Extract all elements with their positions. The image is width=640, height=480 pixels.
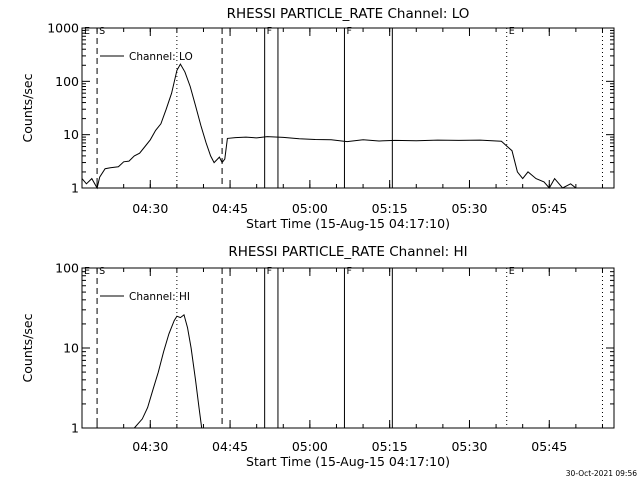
event-marker-label: E [84,26,90,37]
event-marker-label: F [346,26,351,37]
x-tick-label: 04:30 [132,439,168,454]
y-tick-label: 1 [71,181,79,196]
y-axis-label: Counts/sec [20,73,35,142]
y-tick-label: 1 [71,421,79,436]
event-marker-label: E [509,266,515,277]
x-tick-label: 04:30 [132,201,168,216]
x-tick-label: 05:15 [372,201,408,216]
y-tick-label: 10 [63,341,79,356]
y-axis-label: Counts/sec [20,313,35,382]
chart-title: RHESSI PARTICLE_RATE Channel: LO [227,6,470,22]
legend-label: Channel: HI [129,291,190,303]
legend-label: Channel: LO [129,51,193,63]
series-line-hi [133,313,203,429]
x-tick-label: 05:00 [292,201,328,216]
x-tick-label: 05:15 [372,439,408,454]
x-axis-label: Start Time (15-Aug-15 04:17:10) [246,454,450,469]
chart-panel-2: RHESSI PARTICLE_RATE Channel: HI 1 10 100 Co… [20,244,615,469]
x-axis-label: Start Time (15-Aug-15 04:17:10) [246,216,450,231]
event-marker-label: F [267,266,272,277]
event-marker-label: S [99,26,105,37]
x-tick-label: 05:00 [292,439,328,454]
event-marker-label: F [346,266,351,277]
event-marker-label: S [99,266,105,277]
series-line-lo [81,63,577,190]
x-tick-label: 05:30 [451,439,487,454]
y-tick-label: 100 [55,74,79,89]
y-tick-label: 10 [63,127,79,142]
footer-date: 30-Oct-2021 09:56 [566,469,637,478]
event-marker-label: F [267,26,272,37]
chart-panel-1: RHESSI PARTICLE_RATE Channel: LO 1 10 100 10… [20,6,615,231]
x-tick-label: 04:45 [212,439,248,454]
y-tick-label: 100 [55,261,79,276]
event-marker-label: E [509,26,515,37]
x-tick-label: 05:45 [531,201,567,216]
x-tick-label: 05:30 [451,201,487,216]
x-tick-label: 05:45 [531,439,567,454]
chart-title: RHESSI PARTICLE_RATE Channel: HI [228,244,467,260]
x-tick-label: 04:45 [212,201,248,216]
y-tick-label: 1000 [47,21,79,36]
event-marker-label: E [84,266,90,277]
